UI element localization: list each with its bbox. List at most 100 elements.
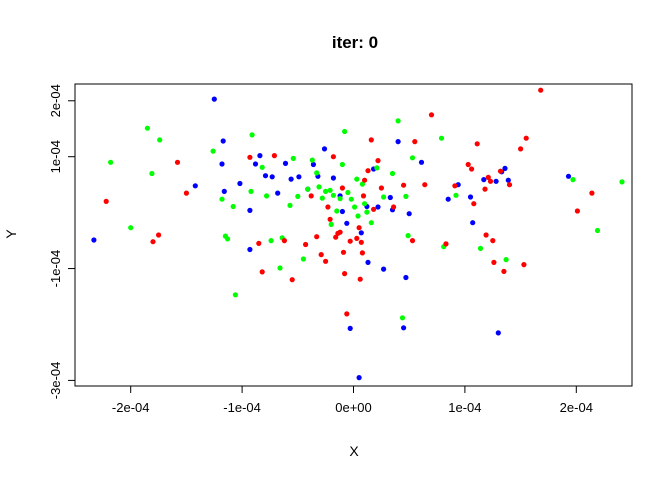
data-point (467, 194, 474, 200)
x-tick-label: 2e-04 (560, 400, 593, 415)
data-point (471, 201, 477, 207)
data-point (358, 239, 364, 245)
data-point (342, 271, 348, 277)
data-point (574, 208, 581, 214)
data-point (378, 185, 384, 191)
data-point (506, 182, 513, 188)
y-tick-label: -3e-04 (48, 362, 63, 400)
data-point (357, 276, 363, 282)
data-point (183, 190, 189, 196)
data-point (565, 173, 572, 179)
data-point (269, 174, 275, 180)
data-point (262, 173, 269, 179)
data-point (347, 238, 353, 244)
data-point (330, 154, 336, 160)
data-point (348, 196, 354, 202)
data-point (275, 190, 281, 196)
data-point (337, 196, 343, 202)
data-point (359, 181, 365, 187)
data-point (318, 252, 324, 258)
y-axis: -3e-04 -1e-04 1e-04 2e-04 (48, 84, 75, 399)
data-point (375, 204, 381, 210)
data-point (314, 234, 320, 240)
x-tick-label: 1e-04 (448, 400, 481, 415)
data-point (570, 177, 576, 183)
data-point (237, 180, 243, 187)
data-point (381, 194, 387, 200)
data-point (333, 234, 339, 240)
data-point (399, 315, 406, 321)
data-point (316, 184, 322, 190)
data-point (221, 188, 227, 194)
data-point (409, 238, 416, 244)
data-point (230, 203, 236, 210)
data-point (247, 246, 253, 253)
data-point (327, 187, 333, 193)
data-point (314, 170, 320, 176)
data-point (452, 183, 458, 189)
data-point (277, 265, 283, 271)
data-point (374, 165, 380, 171)
data-point (403, 274, 409, 281)
data-point (323, 258, 329, 264)
data-point (470, 220, 476, 226)
data-point (445, 196, 451, 202)
y-tick-label: -1e-04 (48, 250, 63, 288)
data-point (328, 221, 334, 227)
data-point (368, 220, 374, 226)
data-point (589, 190, 595, 196)
data-point (337, 229, 343, 235)
data-point (330, 175, 336, 181)
data-point (368, 137, 374, 143)
data-point (453, 192, 459, 198)
data-point (232, 292, 238, 298)
data-point (303, 241, 309, 248)
x-tick-label: -2e-04 (112, 400, 150, 415)
data-point (495, 330, 501, 336)
data-point (395, 139, 401, 145)
data-point (288, 176, 294, 182)
data-point (501, 268, 507, 274)
data-point (422, 182, 428, 188)
data-point (365, 168, 371, 174)
data-point (491, 259, 497, 265)
data-point (296, 174, 302, 180)
point-series (103, 87, 595, 317)
data-points (91, 87, 625, 381)
data-point (352, 204, 358, 210)
data-point (418, 159, 425, 165)
data-point (345, 189, 351, 196)
data-point (252, 161, 259, 167)
data-point (290, 155, 296, 161)
data-point (340, 249, 347, 255)
y-tick-label: 1e-04 (48, 140, 63, 173)
data-point (248, 188, 254, 194)
data-point (443, 241, 449, 247)
data-point (281, 238, 287, 244)
data-point (225, 236, 231, 242)
data-point (325, 204, 331, 210)
data-point (538, 87, 544, 93)
y-axis-label: Y (3, 229, 19, 239)
data-point (493, 178, 499, 184)
data-point (219, 161, 225, 167)
data-point (505, 177, 511, 183)
data-point (219, 196, 225, 202)
data-point (483, 232, 489, 238)
data-point (295, 193, 301, 199)
data-point (487, 178, 494, 184)
data-point (438, 135, 445, 141)
data-point (412, 139, 418, 145)
data-point (365, 259, 371, 265)
data-point (477, 245, 484, 251)
data-point (360, 193, 367, 199)
data-point (381, 266, 387, 272)
y-tick-label: 2e-04 (48, 84, 63, 117)
data-point (401, 325, 407, 331)
data-point (364, 209, 370, 215)
data-point (395, 118, 401, 124)
data-point (474, 141, 480, 147)
data-point (128, 225, 134, 231)
data-point (289, 277, 295, 283)
